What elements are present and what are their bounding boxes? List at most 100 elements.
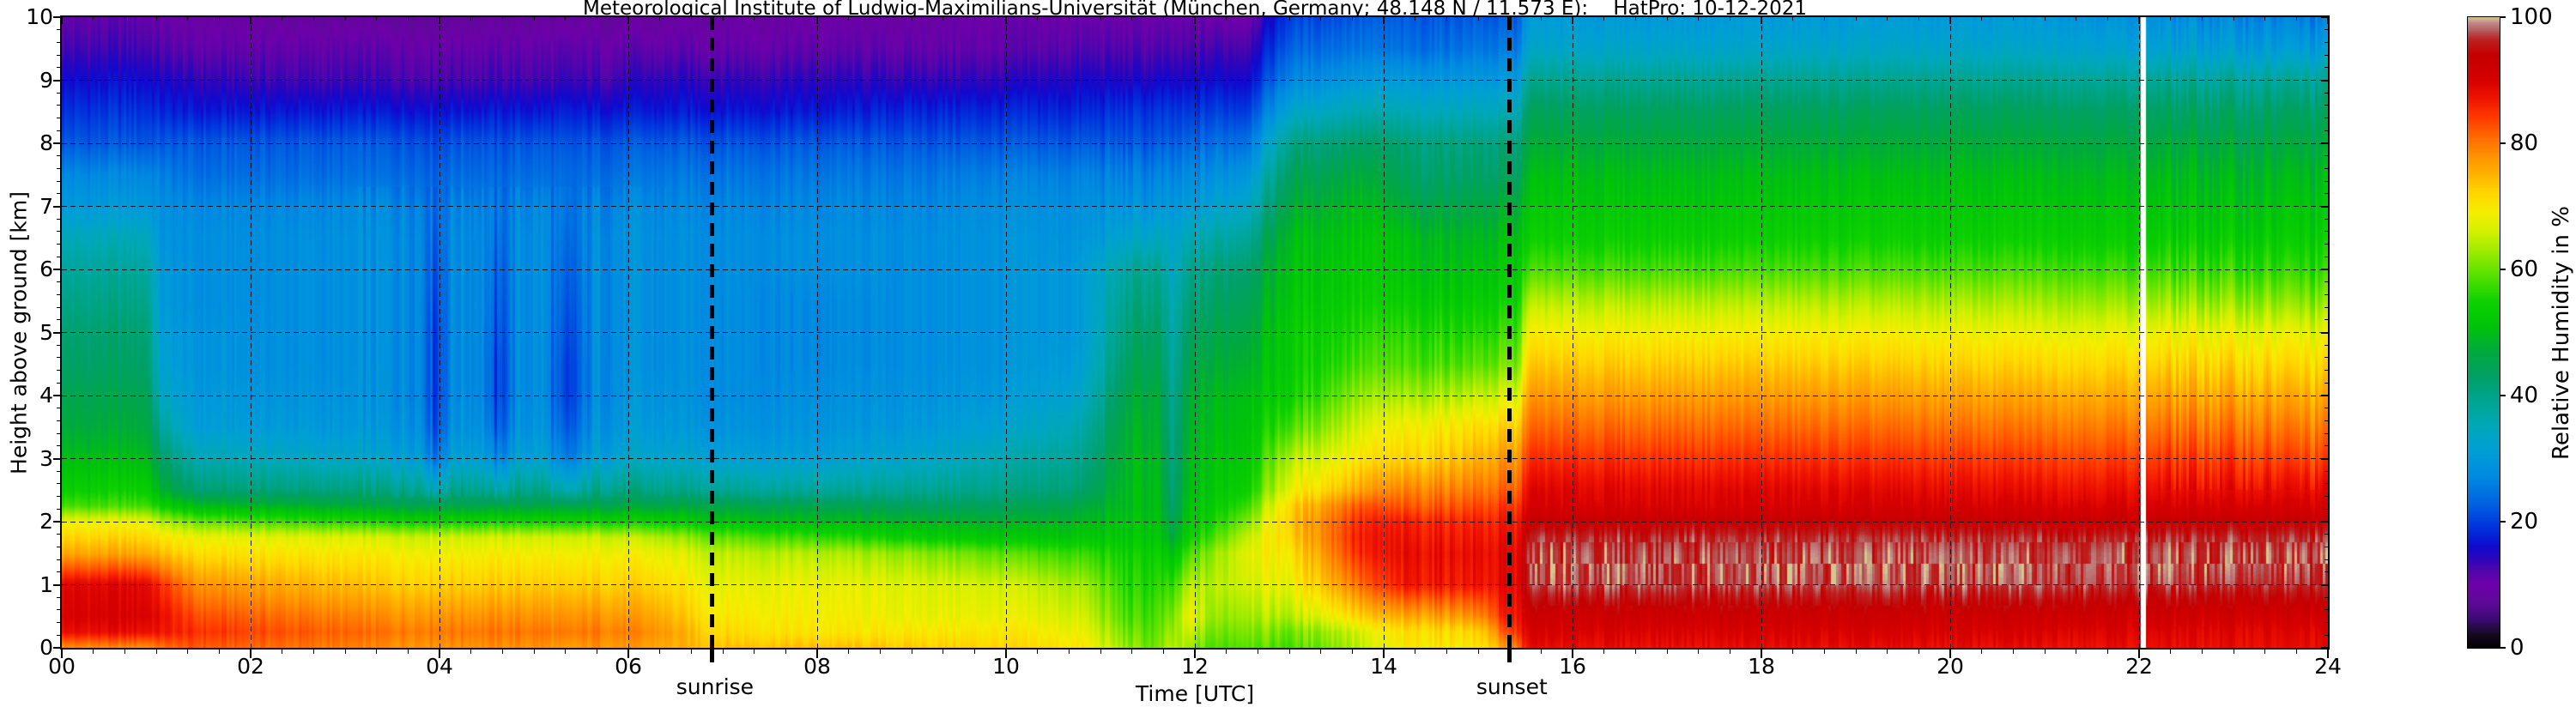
y-major-tick-right — [2321, 16, 2328, 18]
y-minor-tick — [57, 244, 60, 245]
y-major-tick — [53, 79, 60, 82]
y-minor-tick — [57, 559, 60, 560]
y-tick-label: 3 — [39, 445, 53, 471]
x-minor-tick — [1288, 650, 1290, 654]
x-minor-tick-top — [1068, 17, 1070, 21]
x-minor-tick — [501, 650, 503, 654]
colorbar-tick-label: 80 — [2510, 130, 2539, 156]
y-minor-tick — [57, 634, 60, 636]
x-minor-tick — [1823, 650, 1825, 654]
x-minor-tick — [1634, 650, 1636, 654]
x-minor-tick — [690, 650, 692, 654]
sunset-tick — [1506, 650, 1512, 662]
gridline-horizontal — [62, 206, 2328, 207]
x-minor-tick — [785, 650, 786, 654]
x-minor-tick — [2106, 650, 2108, 654]
x-major-tick — [250, 650, 252, 658]
x-minor-tick — [344, 650, 346, 654]
y-minor-tick — [57, 508, 60, 510]
x-minor-tick — [1477, 650, 1479, 654]
x-minor-tick-top — [785, 17, 786, 21]
y-minor-tick-right — [2324, 432, 2328, 434]
x-minor-tick — [754, 650, 755, 654]
y-minor-tick-right — [2324, 105, 2328, 106]
x-minor-tick-top — [1131, 17, 1133, 21]
sunrise-line — [710, 17, 715, 648]
y-major-tick-right — [2321, 647, 2328, 649]
y-minor-tick — [57, 306, 60, 308]
y-major-tick — [53, 521, 60, 523]
gridline-horizontal — [62, 521, 2328, 523]
y-minor-tick — [57, 344, 60, 346]
y-minor-tick — [57, 293, 60, 295]
x-major-tick-top — [250, 17, 252, 24]
x-minor-tick — [187, 650, 189, 654]
y-major-tick-right — [2321, 457, 2328, 460]
colorbar-tick — [2500, 395, 2506, 396]
y-minor-tick-right — [2324, 155, 2328, 157]
x-minor-tick-top — [155, 17, 157, 21]
y-minor-tick-right — [2324, 130, 2328, 131]
y-major-tick — [53, 142, 60, 144]
y-minor-tick-right — [2324, 483, 2328, 485]
colorbar-tick — [2500, 16, 2506, 18]
x-minor-tick-top — [1226, 17, 1227, 21]
y-tick-label: 4 — [39, 383, 53, 408]
x-minor-tick — [1698, 650, 1700, 654]
y-minor-tick — [57, 432, 60, 434]
y-tick-label: 2 — [39, 509, 53, 534]
x-major-tick — [816, 650, 818, 658]
x-major-tick-top — [816, 17, 818, 24]
x-minor-tick-top — [879, 17, 881, 21]
x-minor-tick — [565, 650, 567, 654]
sunrise-label: sunrise — [676, 674, 755, 699]
colorbar-tick — [2500, 142, 2506, 144]
y-minor-tick — [57, 29, 60, 31]
x-minor-tick-top — [2295, 17, 2297, 21]
x-major-tick — [61, 650, 63, 658]
y-major-tick-right — [2321, 331, 2328, 334]
x-minor-tick — [1792, 650, 1794, 654]
x-minor-tick-top — [1509, 17, 1511, 21]
y-minor-tick-right — [2324, 508, 2328, 510]
colorbar-tick-label: 40 — [2510, 383, 2539, 408]
y-minor-tick — [57, 622, 60, 624]
x-minor-tick-top — [407, 17, 409, 21]
x-minor-tick — [2201, 650, 2203, 654]
x-minor-tick — [312, 650, 314, 654]
y-tick-label: 5 — [39, 319, 53, 345]
x-minor-tick — [1540, 650, 1542, 654]
x-major-tick-top — [1572, 17, 1573, 24]
x-minor-tick — [973, 650, 975, 654]
x-major-tick — [1949, 650, 1951, 658]
y-minor-tick-right — [2324, 29, 2328, 31]
y-tick-label: 6 — [39, 257, 53, 281]
y-major-tick — [53, 205, 60, 208]
x-major-tick — [1572, 650, 1573, 658]
y-tick-label: 1 — [39, 571, 53, 597]
y-minor-tick-right — [2324, 344, 2328, 346]
y-minor-tick-right — [2324, 357, 2328, 359]
x-minor-tick — [1320, 650, 1322, 654]
x-minor-tick-top — [2012, 17, 2014, 21]
y-major-tick-right — [2321, 79, 2328, 82]
y-minor-tick — [57, 420, 60, 421]
sunset-label: sunset — [1476, 674, 1548, 699]
x-major-tick-top — [627, 17, 629, 24]
y-minor-tick — [57, 534, 60, 535]
y-minor-tick — [57, 167, 60, 169]
x-major-tick — [1761, 650, 1762, 658]
y-tick-label: 9 — [39, 67, 53, 93]
y-minor-tick-right — [2324, 244, 2328, 245]
x-major-tick — [2327, 650, 2329, 658]
y-minor-tick-right — [2324, 470, 2328, 472]
y-tick-label: 7 — [39, 193, 53, 219]
x-minor-tick — [470, 650, 472, 654]
y-minor-tick-right — [2324, 445, 2328, 447]
x-minor-tick-top — [1698, 17, 1700, 21]
plot-area — [60, 15, 2330, 650]
x-minor-tick-top — [376, 17, 378, 21]
figure-title: Meteorological Institute of Ludwig-Maxim… — [582, 0, 1808, 20]
y-minor-tick-right — [2324, 534, 2328, 535]
y-minor-tick — [57, 319, 60, 321]
